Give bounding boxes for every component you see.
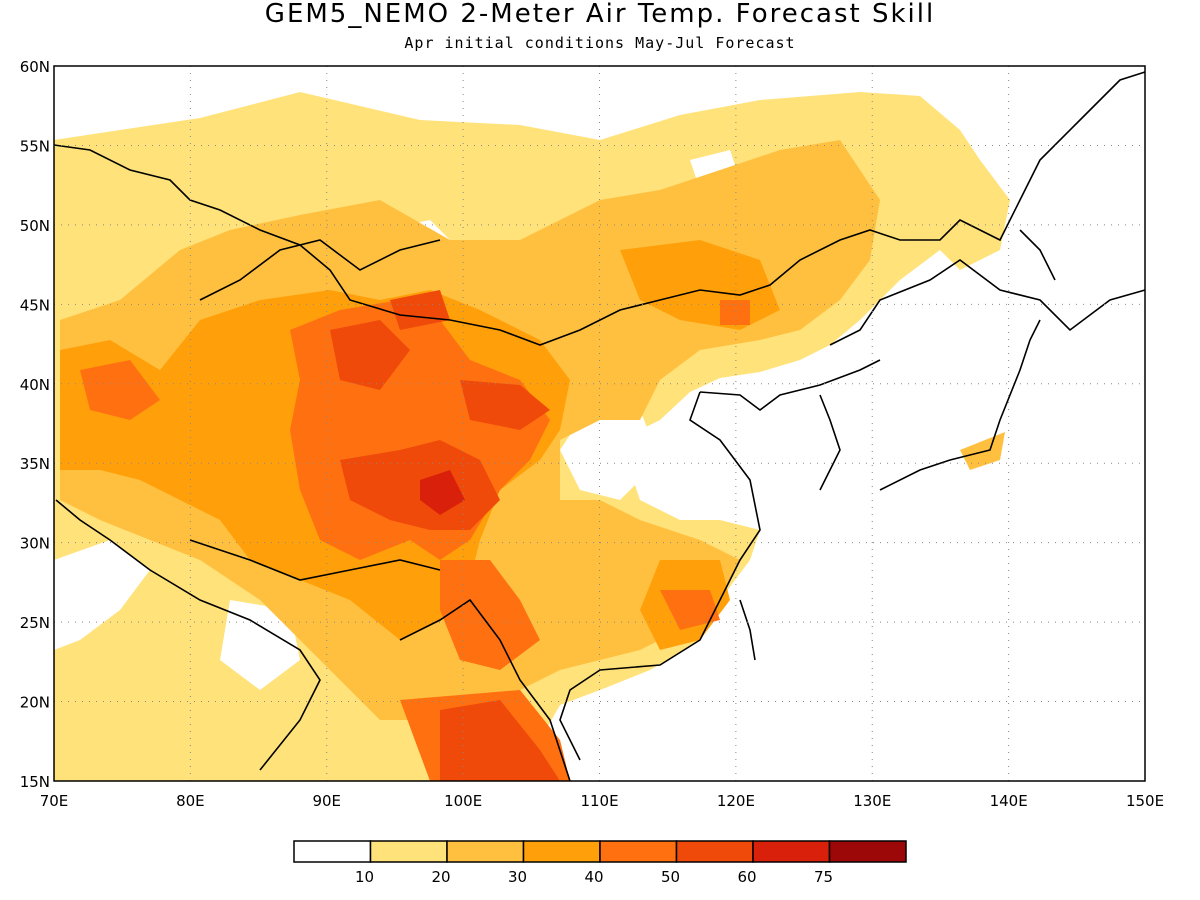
skill-region-50-60: [390, 290, 450, 330]
map-frame: [53, 65, 1146, 782]
lat-tick-label: 25N: [20, 614, 50, 632]
skill-region-40-50: [440, 560, 540, 670]
skill-region-50-60: [440, 700, 560, 781]
skill-region-below-10: [560, 410, 660, 500]
colorbar-swatch: [675, 840, 754, 863]
lat-tick-label: 50N: [20, 217, 50, 235]
skill-region-40-50: [660, 590, 720, 630]
lon-tick-label: 70E: [40, 792, 69, 810]
lon-tick-label: 130E: [853, 792, 891, 810]
colorbar-label: 50: [661, 868, 680, 886]
chart-title: GEM5_NEMO 2-Meter Air Temp. Forecast Ski…: [264, 0, 936, 29]
colorbar: 10 20 30 40 50 60 75: [293, 840, 907, 886]
colorbar-swatch: [446, 840, 525, 863]
colorbar-label: 20: [431, 868, 450, 886]
lat-tick-label: 20N: [20, 694, 50, 712]
colorbar-swatch: [522, 840, 601, 863]
lat-tick-label: 30N: [20, 535, 50, 553]
skill-region-20-30: [960, 432, 1005, 470]
lon-tick-label: 100E: [444, 792, 482, 810]
skill-region-50-60: [460, 380, 550, 430]
lat-tick-label: 40N: [20, 376, 50, 394]
colorbar-swatch: [828, 840, 907, 863]
colorbar-label: 30: [508, 868, 527, 886]
colorbar-swatch: [752, 840, 831, 863]
lon-tick-label: 80E: [176, 792, 205, 810]
skill-region-60-75: [420, 470, 465, 515]
skill-region-below-10: [54, 540, 150, 650]
skill-region-40-50: [80, 360, 160, 420]
lon-tick-label: 90E: [312, 792, 341, 810]
lat-tick-labels: 60N 55N 50N 45N 40N 35N 30N 25N 20N 15N: [20, 58, 50, 791]
colorbar-label: 60: [737, 868, 756, 886]
skill-region-below-10: [220, 600, 300, 690]
lat-tick-label: 45N: [20, 296, 50, 314]
coastlines: [54, 71, 1145, 781]
colorbar-swatch: [369, 840, 448, 863]
lon-tick-label: 110E: [580, 792, 618, 810]
lon-tick-label: 120E: [717, 792, 755, 810]
skill-region-50-60: [330, 320, 410, 390]
lat-tick-label: 35N: [20, 455, 50, 473]
lon-tick-label: 140E: [990, 792, 1028, 810]
gridlines: [54, 66, 1145, 781]
chart-subtitle: Apr initial conditions May-Jul Forecast: [404, 34, 796, 52]
skill-region-40-50: [720, 300, 750, 325]
lat-tick-label: 55N: [20, 137, 50, 155]
colorbar-label: 75: [814, 868, 833, 886]
colorbar-swatch: [293, 840, 372, 863]
lat-tick-label: 15N: [20, 773, 50, 791]
lon-tick-label: 150E: [1126, 792, 1164, 810]
skill-shading: [54, 92, 1010, 781]
colorbar-label: 40: [584, 868, 603, 886]
colorbar-swatch: [599, 840, 678, 863]
colorbar-label: 10: [355, 868, 374, 886]
lon-tick-labels: 70E 80E 90E 100E 110E 120E 130E 140E 150E: [40, 792, 1164, 810]
lat-tick-label: 60N: [20, 58, 50, 76]
